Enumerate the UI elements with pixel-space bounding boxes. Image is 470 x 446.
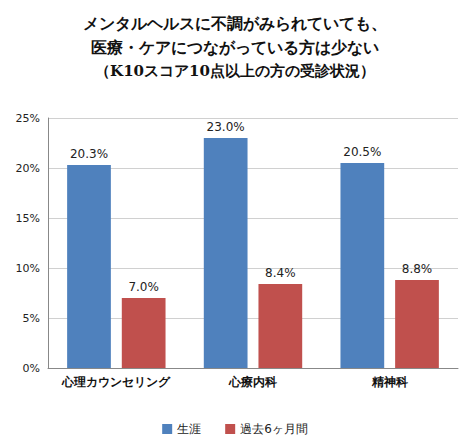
svg-text:7.0%: 7.0% — [128, 280, 159, 294]
svg-text:10%: 10% — [16, 262, 40, 275]
svg-text:精神科: 精神科 — [371, 375, 408, 389]
svg-text:心療内科: 心療内科 — [228, 375, 277, 389]
svg-text:8.8%: 8.8% — [402, 262, 433, 276]
svg-text:8.4%: 8.4% — [265, 266, 296, 280]
svg-text:0%: 0% — [23, 362, 40, 375]
svg-text:医療・ケアにつながっている方は少ない: 医療・ケアにつながっている方は少ない — [91, 38, 379, 57]
svg-text:心理カウンセリング: 心理カウンセリング — [61, 375, 171, 389]
svg-text:（K10スコア10点以上の方の受診状況）: （K10スコア10点以上の方の受診状況） — [95, 62, 375, 80]
svg-text:メンタルヘルスに不調がみられていても、: メンタルヘルスに不調がみられていても、 — [83, 14, 387, 33]
svg-text:20.5%: 20.5% — [343, 145, 381, 159]
svg-text:5%: 5% — [23, 312, 40, 325]
svg-text:23.0%: 23.0% — [207, 120, 245, 134]
svg-text:25%: 25% — [16, 112, 40, 125]
svg-text:20%: 20% — [16, 162, 40, 175]
svg-text:生涯: 生涯 — [177, 422, 201, 436]
svg-text:15%: 15% — [16, 212, 40, 225]
svg-text:過去6ヶ月間: 過去6ヶ月間 — [240, 422, 308, 436]
svg-text:20.3%: 20.3% — [70, 147, 108, 161]
